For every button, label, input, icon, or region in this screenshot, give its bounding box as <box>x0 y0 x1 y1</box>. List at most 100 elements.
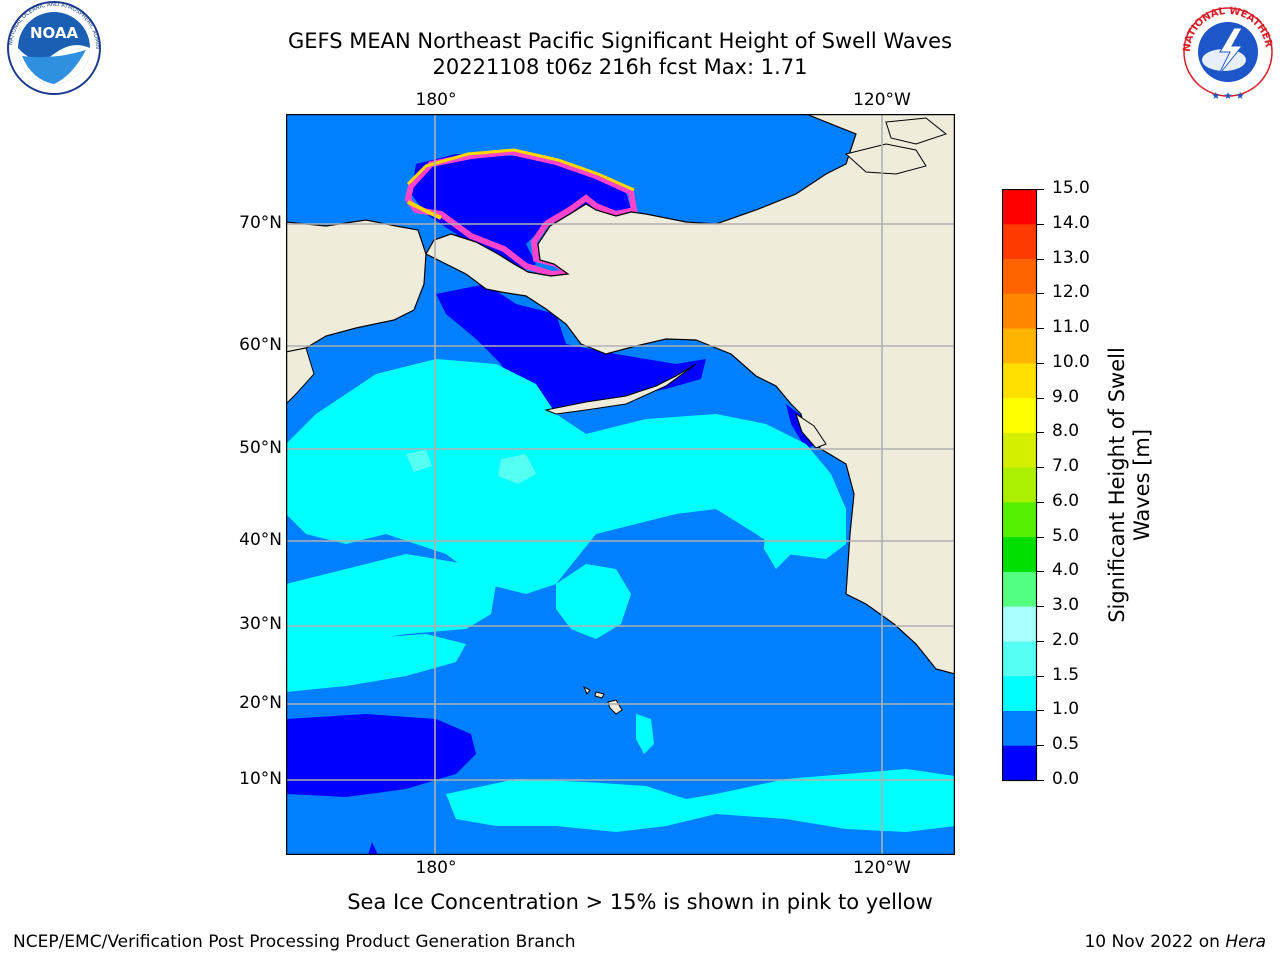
colorbar-segment <box>1002 189 1037 225</box>
land-vancouver-island <box>795 412 827 449</box>
colorbar-tick-mark <box>1037 293 1044 295</box>
lat-label-70n: 70°N <box>239 213 282 233</box>
colorbar-segment <box>1002 362 1037 399</box>
colorbar-tick-mark <box>1037 189 1044 190</box>
lat-label-30n: 30°N <box>239 614 282 634</box>
colorbar-tick-label: 2.0 <box>1052 629 1080 650</box>
swell-band-high-patch-a <box>498 454 536 484</box>
colorbar-tick-mark <box>1037 745 1044 747</box>
land-arctic-island-b <box>885 117 948 145</box>
swell-band-mid-west <box>286 554 496 659</box>
lat-label-10n: 10°N <box>239 769 282 789</box>
colorbar-tick-label: 0.5 <box>1052 734 1080 755</box>
colorbar-tick-label: 9.0 <box>1052 386 1080 407</box>
colorbar-segment <box>1002 536 1037 572</box>
footer-machine: Hera <box>1225 932 1266 952</box>
swell-band-mid-southwest <box>286 634 466 692</box>
colorbar-segment <box>1002 640 1037 677</box>
footer-date: 10 Nov 2022 on Hera <box>1084 932 1266 952</box>
lat-label-40n: 40°N <box>239 530 282 550</box>
swell-band-mid-center <box>556 564 631 639</box>
lon-label-bottom-120w: 120°W <box>853 858 911 878</box>
alaska-peninsula <box>544 363 697 415</box>
noaa-logo-text: NOAA <box>30 24 79 42</box>
colorbar-tick-label: 1.5 <box>1052 664 1080 685</box>
colorbar-segment <box>1002 223 1037 260</box>
swell-band-mid-hawaii <box>636 714 654 754</box>
colorbar-tick-mark <box>1037 501 1044 503</box>
colorbar-tick-label: 5.0 <box>1052 525 1080 546</box>
colorbar-segment <box>1002 571 1037 607</box>
sea-ice-note: Sea Ice Concentration > 15% is shown in … <box>347 890 933 914</box>
colorbar-segment <box>1002 397 1037 433</box>
lon-label-top-180: 180° <box>415 90 457 110</box>
colorbar-tick-label: 6.0 <box>1052 490 1080 511</box>
colorbar-tick-mark <box>1037 223 1044 225</box>
land-kamchatka <box>286 347 315 405</box>
swell-band-low-southwest <box>286 714 476 797</box>
noaa-logo: NOAA NATIONAL OCEANIC AND ATMOSPHERIC AD… <box>2 0 101 95</box>
colorbar-tick-mark <box>1037 467 1044 469</box>
colorbar-segment <box>1002 467 1037 503</box>
svg-text:★ ★ ★: ★ ★ ★ <box>1211 91 1244 102</box>
swell-band-low-bering <box>436 284 706 410</box>
colorbar-label-line1: Significant Height of Swell <box>1105 347 1129 623</box>
lon-label-top-120w: 120°W <box>853 90 911 110</box>
colorbar-segment <box>1002 258 1037 294</box>
colorbar-segment <box>1002 675 1037 711</box>
colorbar-tick-mark <box>1037 432 1044 434</box>
colorbar-tick-mark <box>1037 328 1044 330</box>
lat-label-20n: 20°N <box>239 693 282 713</box>
land-hawaii <box>583 685 623 715</box>
colorbar-segment <box>1002 606 1037 642</box>
nws-logo: NATIONAL WEATHER SERVICE ★ ★ ★ <box>1176 2 1274 102</box>
swell-band-mid-north <box>286 359 846 594</box>
colorbar-tick-mark <box>1037 780 1044 781</box>
sea-ice-edge-outer <box>406 148 635 192</box>
lat-label-60n: 60°N <box>239 335 282 355</box>
colorbar-label-line2: Waves [m] <box>1130 428 1154 542</box>
colorbar-tick-label: 7.0 <box>1052 456 1080 477</box>
colorbar-tick-label: 11.0 <box>1052 317 1090 338</box>
colorbar-tick-label: 13.0 <box>1052 247 1090 268</box>
colorbar <box>1002 189 1038 782</box>
lon-label-bottom-180: 180° <box>415 858 457 878</box>
graticule <box>286 114 955 855</box>
colorbar-tick-label: 12.0 <box>1052 282 1090 303</box>
colorbar-tick-mark <box>1037 606 1044 608</box>
colorbar-tick-label: 0.0 <box>1052 769 1080 789</box>
colorbar-tick-label: 1.0 <box>1052 699 1080 720</box>
colorbar-segment <box>1002 745 1037 781</box>
colorbar-tick-mark <box>1037 397 1044 399</box>
colorbar-tick-label: 4.0 <box>1052 560 1080 581</box>
colorbar-label: Significant Height of Swell Waves [m] <box>1105 347 1155 623</box>
lat-label-50n: 50°N <box>239 438 282 458</box>
footer-branch: NCEP/EMC/Verification Post Processing Pr… <box>13 932 576 952</box>
land-arctic-island-a <box>844 143 927 175</box>
colorbar-tick-mark <box>1037 640 1044 642</box>
chart-title: GEFS MEAN Northeast Pacific Significant … <box>287 29 953 53</box>
colorbar-tick-label: 14.0 <box>1052 212 1090 233</box>
colorbar-tick-mark <box>1037 675 1044 677</box>
colorbar-tick-label: 10.0 <box>1052 351 1090 372</box>
footer-date-text: 10 Nov 2022 on <box>1084 932 1220 952</box>
colorbar-tick-mark <box>1037 258 1044 260</box>
colorbar-segment <box>1002 328 1037 364</box>
swell-band-mid-south <box>446 769 955 832</box>
colorbar-segment <box>1002 501 1037 538</box>
colorbar-tick-mark <box>1037 571 1044 573</box>
colorbar-segment <box>1002 293 1037 329</box>
swell-band-low-speck <box>368 842 378 855</box>
colorbar-segment <box>1002 710 1037 746</box>
colorbar-tick-label: 3.0 <box>1052 595 1080 616</box>
chart-subtitle: 20221108 t06z 216h fcst Max: 1.71 <box>432 55 808 79</box>
land-north-america <box>425 114 955 675</box>
colorbar-tick-mark <box>1037 362 1044 364</box>
colorbar-tick-label: 8.0 <box>1052 421 1080 442</box>
colorbar-segment <box>1002 432 1037 468</box>
swell-map <box>286 114 955 855</box>
swell-band-high-patch-b <box>406 450 432 472</box>
colorbar-tick-mark <box>1037 710 1044 712</box>
colorbar-tick-label: 15.0 <box>1052 178 1090 198</box>
colorbar-tick-mark <box>1037 536 1044 538</box>
